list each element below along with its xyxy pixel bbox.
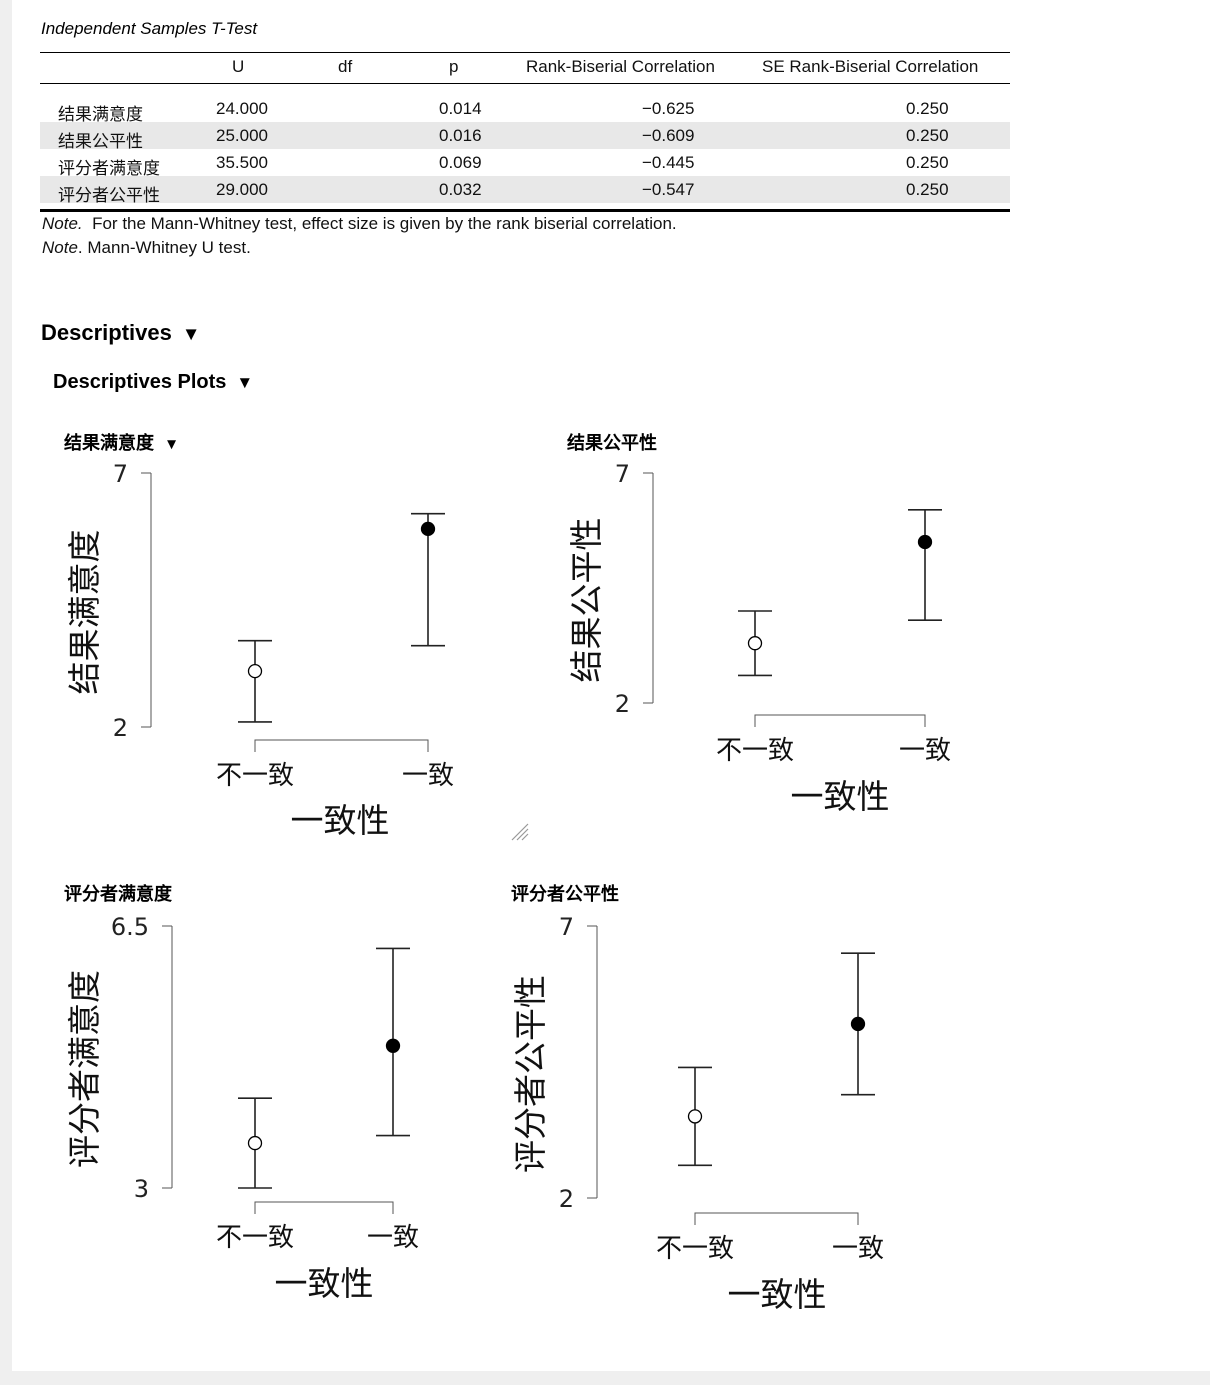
- triangle-down-icon[interactable]: ▼: [164, 436, 180, 453]
- table-top-rule: [40, 52, 1010, 53]
- cell-rank-biserial: −0.445: [642, 153, 695, 172]
- y-tick-label: 2: [559, 1185, 574, 1213]
- row-label: 结果公平性: [58, 132, 143, 151]
- row-label: 结果满意度: [58, 105, 143, 124]
- note-label: Note: [42, 238, 78, 257]
- table-row-shading: [40, 176, 1010, 203]
- table-row-shading: [40, 122, 1010, 149]
- x-axis-bracket: [254, 1201, 394, 1214]
- cell-se: 0.250: [906, 99, 949, 118]
- y-axis-label: 评分者满意度: [65, 970, 104, 1168]
- y-tick-label: 2: [615, 690, 630, 718]
- header-rank-biserial: Rank-Biserial Correlation: [526, 57, 715, 76]
- triangle-down-icon[interactable]: ▼: [181, 323, 201, 344]
- mean-point: [247, 663, 263, 679]
- cell-p: 0.069: [439, 153, 482, 172]
- plot-title-text: 评分者满意度: [64, 884, 172, 904]
- mean-point: [687, 1109, 703, 1124]
- plot-title-text: 评分者公平性: [511, 884, 619, 904]
- mean-point: [385, 1038, 401, 1053]
- y-axis-label: 结果公平性: [567, 518, 606, 683]
- triangle-down-icon[interactable]: ▼: [236, 373, 254, 392]
- header-df: df: [338, 57, 353, 76]
- resize-handle-icon[interactable]: [510, 822, 530, 842]
- mean-point: [917, 534, 933, 550]
- x-axis-label: 一致性: [291, 801, 390, 840]
- row-label: 评分者满意度: [58, 159, 160, 178]
- x-tick-label: 不一致: [716, 736, 794, 766]
- x-tick-label: 不一致: [216, 1223, 294, 1253]
- x-tick-label: 不一致: [216, 761, 294, 791]
- mean-point: [747, 636, 763, 651]
- x-axis-label: 一致性: [791, 777, 890, 816]
- mean-point: [420, 521, 436, 537]
- x-tick-label: 一致: [367, 1223, 419, 1253]
- y-tick-label: 2: [113, 714, 128, 742]
- cell-se: 0.250: [906, 126, 949, 145]
- note-text: For the Mann-Whitney test, effect size i…: [92, 214, 677, 233]
- plot-title-outcome-satisfaction[interactable]: 结果满意度 ▼: [64, 429, 179, 455]
- plot-title-text: 结果公平性: [567, 433, 657, 453]
- y-tick-label: 7: [615, 460, 630, 488]
- cell-rank-biserial: −0.609: [642, 126, 695, 145]
- cell-se: 0.250: [906, 180, 949, 199]
- table-header-rule: [40, 83, 1010, 84]
- plot-title-outcome-fairness: 结果公平性: [567, 429, 657, 455]
- x-tick-label: 不一致: [656, 1234, 734, 1264]
- x-axis-bracket: [254, 739, 429, 752]
- descriptives-plots-heading[interactable]: Descriptives Plots ▼: [53, 371, 253, 394]
- x-axis-label: 一致性: [728, 1275, 827, 1314]
- x-axis-bracket: [694, 1212, 859, 1225]
- y-tick-label: 3: [134, 1175, 149, 1203]
- cell-u: 35.500: [216, 153, 268, 172]
- cell-se: 0.250: [906, 153, 949, 172]
- cell-p: 0.032: [439, 180, 482, 199]
- cell-u: 29.000: [216, 180, 268, 199]
- row-label: 评分者公平性: [58, 186, 160, 205]
- mean-point: [850, 1016, 866, 1032]
- table-note-1: Note. For the Mann-Whitney test, effect …: [42, 214, 677, 234]
- x-tick-label: 一致: [402, 761, 454, 791]
- x-tick-label: 一致: [899, 736, 951, 766]
- y-tick-label: 7: [559, 913, 574, 941]
- results-panel: Independent Samples T-Test U df p Rank-B…: [12, 0, 1210, 1371]
- cell-u: 25.000: [216, 126, 268, 145]
- plot-title-text: 结果满意度: [64, 433, 154, 453]
- note-label: Note.: [42, 214, 83, 233]
- table-caption: Independent Samples T-Test: [41, 19, 258, 38]
- table-note-2: Note. Mann-Whitney U test.: [42, 238, 251, 258]
- cell-rank-biserial: −0.625: [642, 99, 695, 118]
- cell-p: 0.014: [439, 99, 482, 118]
- mean-point: [247, 1135, 263, 1151]
- plot-title-rater-satisfaction: 评分者满意度: [64, 880, 172, 906]
- cell-rank-biserial: −0.547: [642, 180, 695, 199]
- y-axis-label: 结果满意度: [65, 530, 104, 695]
- x-tick-label: 一致: [832, 1234, 884, 1264]
- cell-u: 24.000: [216, 99, 268, 118]
- cell-p: 0.016: [439, 126, 482, 145]
- header-u: U: [232, 57, 245, 76]
- x-axis-label: 一致性: [275, 1264, 374, 1303]
- descriptives-title: Descriptives: [41, 320, 172, 345]
- plot-title-rater-fairness: 评分者公平性: [511, 880, 619, 906]
- descriptives-heading[interactable]: Descriptives ▼: [41, 320, 200, 346]
- note-text: . Mann-Whitney U test.: [77, 238, 251, 257]
- descriptives-plots-title: Descriptives Plots: [53, 371, 227, 393]
- header-se-rank-biserial: SE Rank-Biserial Correlation: [762, 57, 979, 76]
- table-bottom-rule: [40, 209, 1010, 212]
- y-tick-label: 7: [113, 460, 128, 488]
- y-tick-label: 6.5: [111, 913, 149, 941]
- header-p: p: [449, 57, 459, 76]
- y-axis-label: 评分者公平性: [511, 975, 550, 1173]
- x-axis-bracket: [754, 714, 926, 727]
